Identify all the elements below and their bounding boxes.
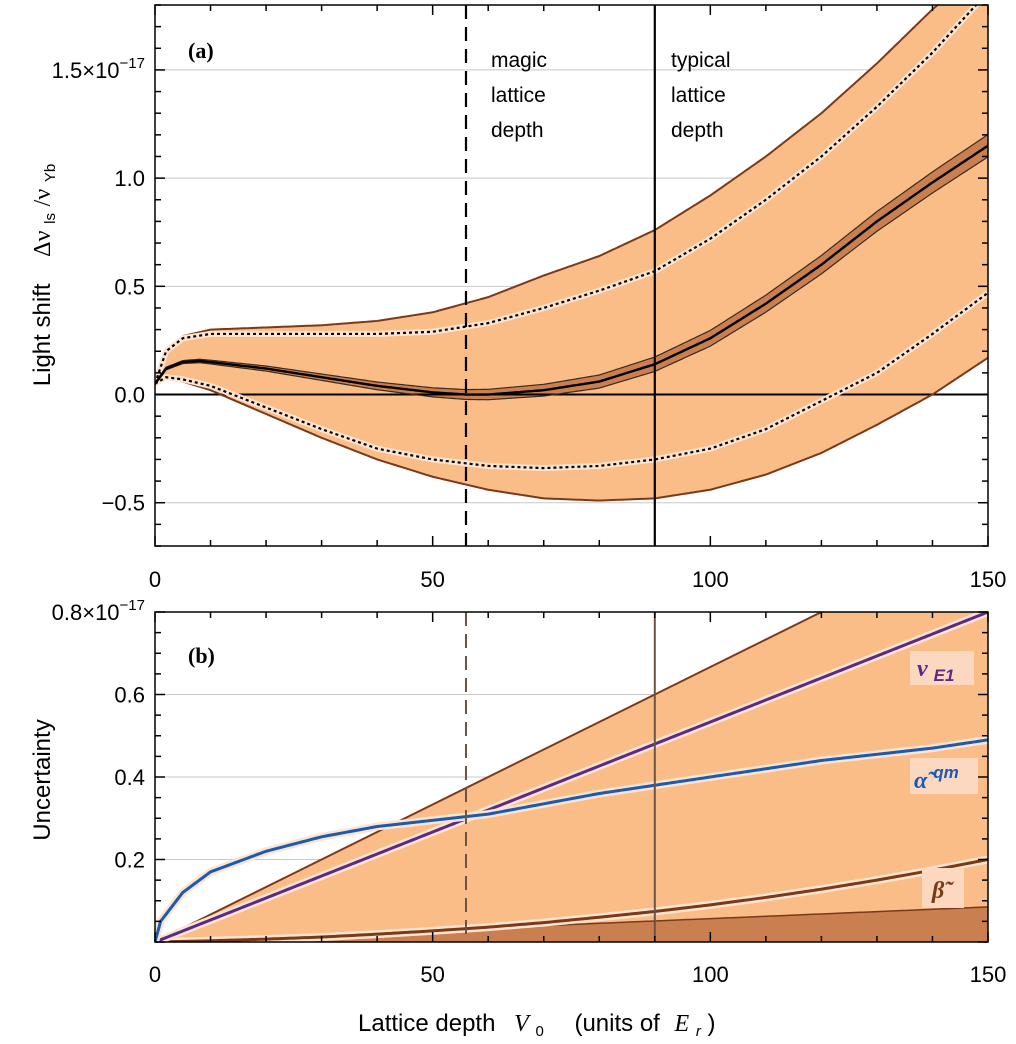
a-ytick-label-0-5: 0.5 [114, 274, 145, 299]
legend-alpha-qm-bg [910, 758, 978, 794]
legend-nu-e1-bg [910, 651, 974, 685]
a-ytick-label-1-0: 1.0 [114, 166, 145, 191]
legend-nu-e1-sub: E1 [934, 666, 955, 685]
central-band [155, 134, 988, 400]
panel-b-lines [155, 612, 988, 942]
panel-b-ylabel: Uncertainty [29, 719, 56, 840]
panel-a-vlines [464, 5, 656, 546]
magic-depth-label-line-2: lattice [491, 84, 546, 107]
b-xtick-label-100: 100 [692, 962, 729, 987]
ylabel-text: Light shift [29, 283, 56, 386]
a-ytick-label-1-5-10: 1.5×10−17 [52, 55, 145, 83]
nu-e1-line [155, 612, 988, 942]
total-uncertainty-edge [155, 612, 824, 942]
a-xtick-label-150: 150 [970, 567, 1007, 592]
panel-a-frame [154, 4, 989, 547]
b-ytick-label-0-6: 0.6 [114, 683, 145, 708]
svg-text:Light shift Δν: Light shift Δν ls /ν Yb [29, 164, 61, 386]
ylabel-div-sub: Yb [42, 164, 59, 182]
panel-a-ticks: 1.5×10−17 1.0 0.5 0.0 −0.5 0 50 100 150 [52, 4, 1007, 592]
outer-band-lower-edge [155, 356, 988, 502]
legend-nu-e1: ν E1 [910, 651, 974, 685]
xlabel-units-symbol: E [674, 1011, 690, 1037]
panel-a: 1.5×10−17 1.0 0.5 0.0 −0.5 0 50 100 150 (a) magi… [29, 4, 1007, 592]
xlabel-text: Lattice depth [358, 1010, 495, 1037]
central-band-upper-edge [155, 133, 988, 391]
dotted-upper-line [155, 5, 978, 385]
xlabel-units: (units of [574, 1010, 660, 1037]
beta-line [155, 858, 988, 942]
panel-a-label: (a) [188, 38, 214, 63]
ylabel-symbol: Δν [30, 230, 56, 256]
panel-b-ticks: 0.8×10−17 0.6 0.4 0.2 0 50 100 150 [52, 597, 1007, 987]
xlabel-units-close: ) [708, 1010, 716, 1037]
legend-alpha-sup: qm [933, 763, 959, 782]
legend-beta-bg [922, 868, 964, 908]
magic-depth-label-line-1: magic [491, 49, 547, 72]
svg-text:α̃ qm: α̃ qm [914, 763, 959, 794]
typical-depth-label-line-2: lattice [671, 84, 726, 107]
xlabel-units-sub: r [696, 1023, 702, 1040]
magic-depth-annotation: magic lattice depth [491, 49, 547, 142]
central-shift-line [155, 144, 988, 396]
outer-uncertainty-band [155, 5, 988, 501]
a-xtick-label-0: 0 [149, 567, 161, 592]
svg-text:ν E1: ν E1 [917, 656, 954, 685]
panel-a-bands [155, 5, 988, 501]
panel-a-lines [155, 5, 988, 502]
b-ytick-label-0-2: 0.2 [114, 848, 145, 873]
b-ytick-label-0-8-10: 0.8×10−17 [52, 597, 145, 625]
alpha-qm-line [155, 738, 988, 942]
dotted-lower-line [155, 291, 988, 470]
a-ytick-label-0-5: −0.5 [102, 491, 145, 516]
legend-nu-e1-main: ν [917, 656, 928, 682]
a-xtick-label-100: 100 [692, 567, 729, 592]
a-xtick-label-50: 50 [420, 567, 444, 592]
xlabel-symbol: V [514, 1011, 531, 1037]
typical-depth-annotation: typical lattice depth [671, 49, 731, 142]
legend-beta: β̃ [922, 868, 964, 908]
a-ytick-label-0-0: 0.0 [114, 383, 145, 408]
magic-depth-label-line-3: depth [491, 119, 544, 142]
xlabel-symbol-sub: 0 [535, 1023, 543, 1040]
x-axis-title: Lattice depth V 0 (units of E r ) [358, 1010, 716, 1042]
legend-alpha-qm: α̃ qm [910, 758, 978, 794]
ylabel-symbol-sub: ls [42, 213, 59, 224]
b-ytick-label-0-4: 0.4 [114, 765, 145, 790]
central-band-lower-edge [155, 156, 988, 401]
panel-a-ylabel: Light shift Δν ls /ν Yb [29, 164, 61, 386]
panel-b-label: (b) [188, 643, 215, 668]
typical-depth-label-line-1: typical [671, 49, 731, 72]
ylabel-div: /ν [30, 189, 56, 207]
outer-band-upper-edge [155, 5, 940, 385]
panel-b-vlines [464, 612, 656, 942]
b-xtick-label-0: 0 [149, 962, 161, 987]
panel-b: 0.8×10−17 0.6 0.4 0.2 0 50 100 150 (b) ν E1 α̃ … [29, 597, 1007, 1042]
typical-depth-label-line-3: depth [671, 119, 724, 142]
b-xtick-label-50: 50 [420, 962, 444, 987]
b-xtick-label-150: 150 [970, 962, 1007, 987]
